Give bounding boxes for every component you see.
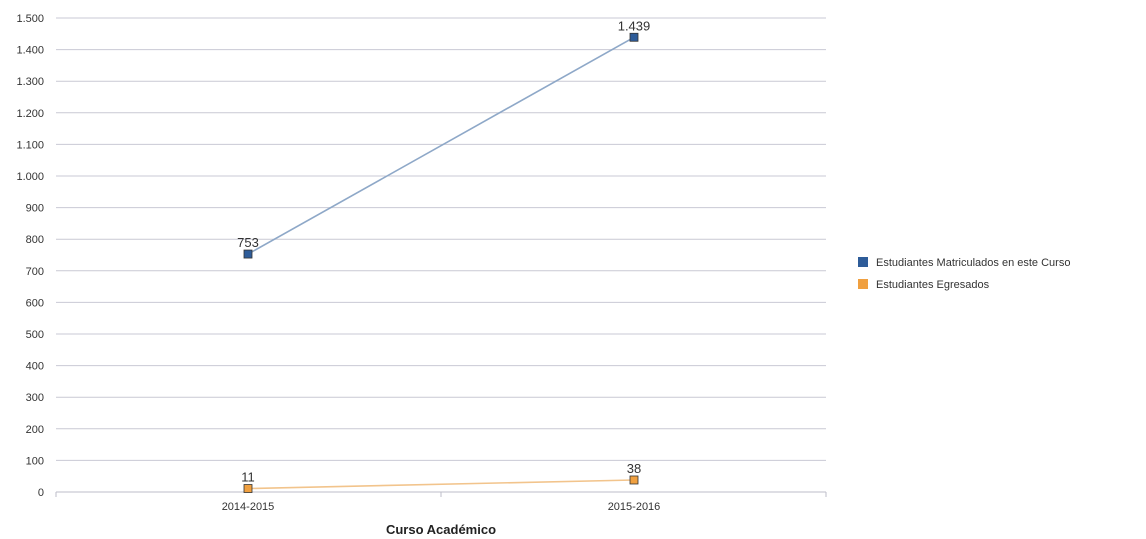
y-tick-label: 1.500 — [16, 13, 44, 25]
x-axis-title: Curso Académico — [386, 522, 496, 537]
data-point-marker — [243, 249, 253, 259]
y-tick-label: 800 — [26, 234, 44, 246]
data-label: 38 — [627, 461, 641, 476]
legend-label: Estudiantes Egresados — [876, 279, 990, 291]
y-tick-label: 500 — [26, 329, 44, 341]
series-lines — [243, 32, 639, 493]
data-point-marker — [629, 32, 639, 42]
y-tick-label: 400 — [26, 361, 44, 373]
y-tick-label: 300 — [26, 392, 44, 404]
data-label: 753 — [237, 235, 259, 250]
series-line-1 — [247, 479, 635, 490]
data-point-marker — [629, 475, 639, 485]
x-tick-label: 2014-2015 — [222, 501, 275, 513]
y-tick-label: 0 — [38, 487, 44, 499]
y-tick-label: 1.300 — [16, 76, 44, 88]
y-tick-label: 1.000 — [16, 171, 44, 183]
x-axis-tick-labels: 2014-2015 2015-2016 — [222, 501, 661, 513]
legend-swatch — [858, 279, 868, 289]
y-tick-label: 1.200 — [16, 108, 44, 120]
y-tick-label: 900 — [26, 203, 44, 215]
legend-swatch — [858, 257, 868, 267]
x-tick-label: 2015-2016 — [608, 501, 661, 513]
y-tick-label: 1.400 — [16, 45, 44, 57]
series-line-0 — [247, 36, 635, 255]
y-tick-label: 100 — [26, 455, 44, 467]
gridlines — [55, 17, 827, 497]
data-label: 11 — [241, 470, 255, 485]
y-tick-label: 1.100 — [16, 139, 44, 151]
data-point-marker — [243, 484, 253, 493]
y-tick-label: 200 — [26, 424, 44, 436]
y-tick-label: 600 — [26, 297, 44, 309]
y-tick-label: 700 — [26, 266, 44, 278]
y-axis-tick-labels: 0 100 200 300 400 500 600 700 800 900 1.000 1.100 1.… — [16, 13, 44, 499]
data-label: 1.439 — [618, 18, 651, 33]
legend: Estudiantes Matriculados en este Curso Es… — [858, 257, 1070, 291]
data-labels: 753 1.439 11 38 — [237, 18, 650, 484]
legend-label: Estudiantes Matriculados en este Curso — [876, 257, 1070, 269]
